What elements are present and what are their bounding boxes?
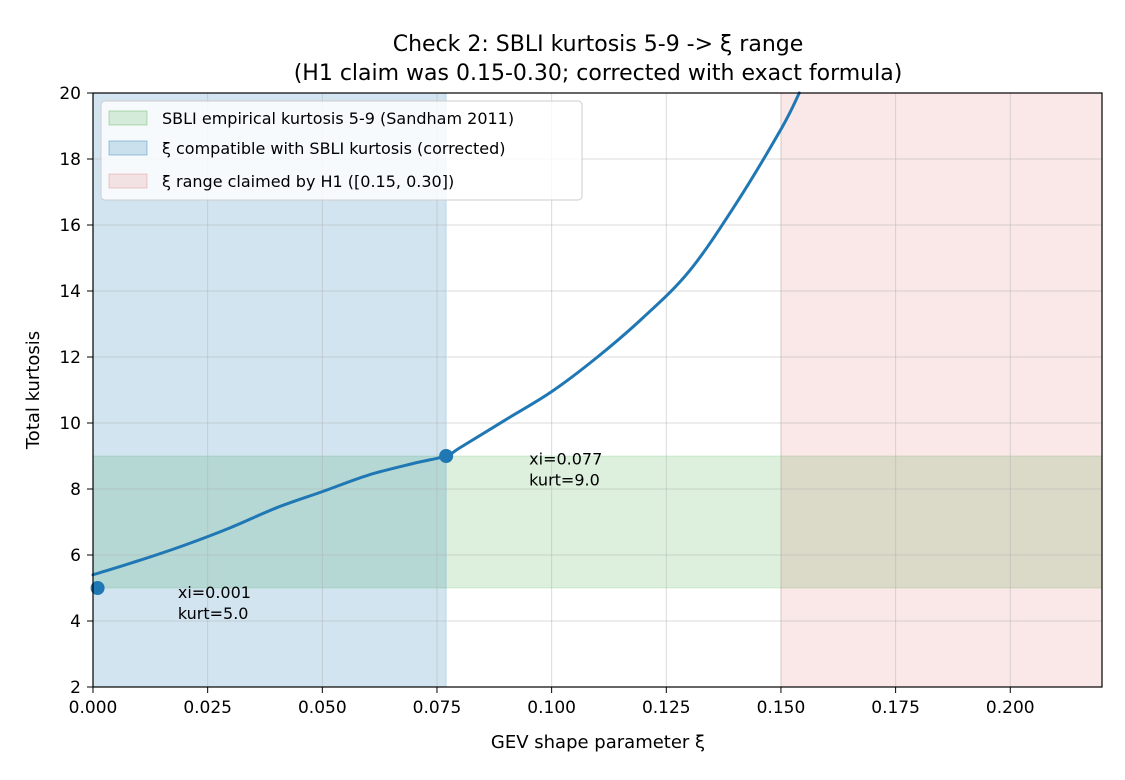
x-tick-label-4: 0.100 bbox=[527, 698, 576, 718]
legend-label-sbli-kurtosis: SBLI empirical kurtosis 5-9 (Sandham 201… bbox=[162, 109, 514, 128]
annotation-line-1: xi=0.001 bbox=[178, 583, 251, 602]
legend: SBLI empirical kurtosis 5-9 (Sandham 201… bbox=[100, 100, 583, 201]
y-tick-label-5: 12 bbox=[59, 348, 81, 368]
y-tick-label-4: 10 bbox=[59, 414, 81, 434]
y-tick-label-3: 8 bbox=[70, 480, 81, 500]
x-tick-label-5: 0.125 bbox=[642, 698, 691, 718]
highlight-point-0 bbox=[90, 581, 105, 595]
x-tick-label-0: 0.000 bbox=[69, 698, 118, 718]
span-0 bbox=[92, 455, 1103, 589]
y-tick-label-0: 2 bbox=[70, 678, 81, 698]
chart-title-line-1: Check 2: SBLI kurtosis 5-9 -> ξ range bbox=[393, 32, 804, 57]
shaded-spans bbox=[92, 92, 1103, 688]
highlight-point-1 bbox=[439, 449, 454, 463]
x-tick-label-8: 0.200 bbox=[986, 698, 1035, 718]
y-tick-label-6: 14 bbox=[59, 282, 81, 302]
y-tick-label-8: 18 bbox=[59, 150, 81, 170]
legend-label-h1-range: ξ range claimed by H1 ([0.15, 0.30]) bbox=[162, 172, 454, 191]
x-tick-label-2: 0.050 bbox=[298, 698, 347, 718]
y-tick-label-2: 6 bbox=[70, 546, 81, 566]
x-axis-ticks: 0.000 0.025 0.050 0.075 0.100 0.125 0.150 0.175… bbox=[69, 687, 1035, 718]
legend-swatch-xi-compatible bbox=[108, 140, 148, 156]
x-tick-label-7: 0.175 bbox=[871, 698, 920, 718]
chart-title-line-2: (H1 claim was 0.15-0.30; corrected with … bbox=[294, 61, 903, 86]
y-axis-label: Total kurtosis bbox=[23, 331, 44, 450]
series-lines bbox=[91, 91, 801, 577]
series-line-0 bbox=[91, 91, 801, 577]
legend-label-xi-compatible: ξ compatible with SBLI kurtosis (correct… bbox=[162, 139, 506, 158]
legend-box bbox=[100, 100, 583, 201]
x-tick-label-6: 0.150 bbox=[757, 698, 806, 718]
y-tick-label-9: 20 bbox=[59, 84, 81, 104]
span-2 bbox=[780, 92, 1103, 688]
annotation-line-2: kurt=5.0 bbox=[178, 604, 249, 623]
x-tick-label-1: 0.025 bbox=[183, 698, 232, 718]
point-annotation-1: xi=0.077 kurt=9.0 bbox=[529, 449, 602, 489]
point-annotation-0: xi=0.001 kurt=5.0 bbox=[178, 583, 251, 623]
highlight-points: xi=0.001 kurt=5.0 xi=0.077 kurt=9.0 bbox=[90, 449, 602, 623]
plot-frame bbox=[92, 92, 1103, 688]
legend-swatch-sbli-kurtosis bbox=[108, 110, 148, 126]
y-tick-label-1: 4 bbox=[70, 612, 81, 632]
annotation-line-2: kurt=9.0 bbox=[529, 470, 600, 489]
x-axis-label: GEV shape parameter ξ bbox=[491, 732, 705, 753]
x-tick-label-3: 0.075 bbox=[413, 698, 462, 718]
legend-swatch-h1-range bbox=[108, 173, 148, 189]
y-tick-label-7: 16 bbox=[59, 216, 81, 236]
annotation-line-1: xi=0.077 bbox=[529, 449, 602, 468]
y-axis-ticks: 2 4 6 8 10 12 14 16 18 20 bbox=[59, 84, 93, 698]
